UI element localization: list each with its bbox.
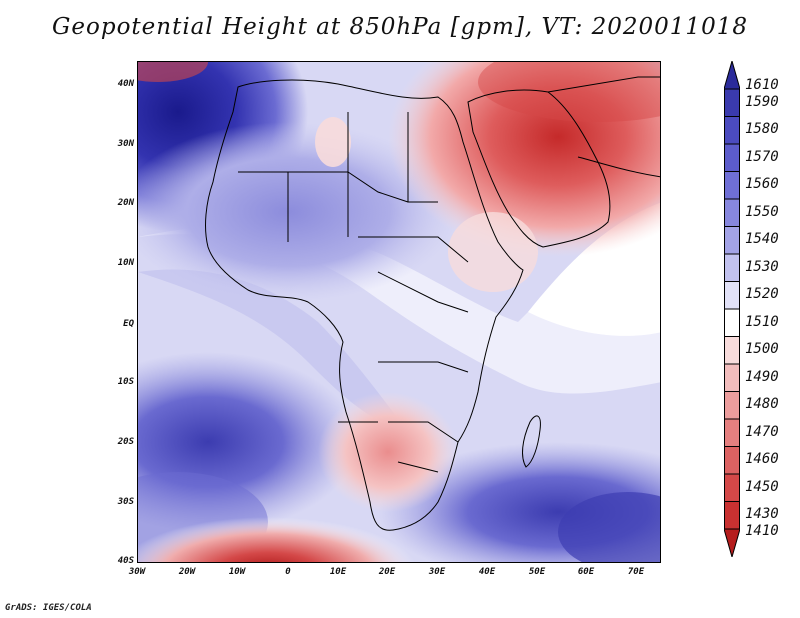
colorbar-cell [724, 418, 740, 447]
lon-label-20e: 20E [378, 567, 396, 577]
colorbar-label: 1480 [745, 396, 779, 413]
colorbar-graphic [723, 59, 741, 559]
lat-label-20n: 20N [117, 198, 134, 208]
colorbar-label: 1560 [745, 176, 779, 193]
colorbar-cell [724, 143, 740, 172]
lon-label-50e: 50E [528, 567, 546, 577]
lat-label-10s: 10S [117, 377, 134, 387]
colorbar-cell [724, 253, 740, 282]
colorbar [723, 59, 741, 559]
colorbar-cell [724, 116, 740, 145]
colorbar-cell [724, 308, 740, 337]
lat-label-30s: 30S [117, 497, 134, 507]
lon-label-20w: 20W [178, 567, 196, 577]
lon-label-10e: 10E [329, 567, 347, 577]
colorbar-label: 1590 [745, 93, 779, 110]
lon-label-10w: 10W [228, 567, 246, 577]
lon-label-70e: 70E [627, 567, 645, 577]
lon-label-60e: 60E [577, 567, 595, 577]
lon-label-0: 0 [285, 567, 291, 577]
colorbar-cell [724, 281, 740, 310]
colorbar-cell [724, 473, 740, 502]
colorbar-cell [724, 88, 740, 117]
lat-label-40n: 40N [117, 79, 134, 89]
colorbar-label: 1540 [745, 231, 779, 248]
colorbar-cell [724, 501, 740, 530]
colorbar-top-arrow [723, 59, 741, 90]
contour-field [138, 62, 660, 562]
lon-label-30e: 30E [428, 567, 446, 577]
colorbar-label: 1530 [745, 258, 779, 275]
colorbar-label: 1550 [745, 203, 779, 220]
colorbar-label: 1430 [745, 506, 779, 523]
colorbar-label: 1500 [745, 341, 779, 358]
colorbar-bottom-arrow [723, 528, 741, 559]
lat-label-10n: 10N [117, 258, 134, 268]
colorbar-cell [724, 226, 740, 255]
map-title: Geopotential Height at 850hPa [gpm], VT:… [52, 14, 748, 40]
colorbar-label: 1470 [745, 423, 779, 440]
colorbar-label: 1580 [745, 121, 779, 138]
colorbar-cell [724, 391, 740, 420]
colorbar-cell [724, 198, 740, 227]
lon-label-30w: 30W [128, 567, 146, 577]
colorbar-label: 1450 [745, 478, 779, 495]
map-panel[interactable] [137, 61, 661, 563]
colorbar-cell [724, 363, 740, 392]
colorbar-label: 1520 [745, 286, 779, 303]
colorbar-cell [724, 171, 740, 200]
lat-label-20s: 20S [117, 437, 134, 447]
lat-label-30n: 30N [117, 139, 134, 149]
colorbar-label: 1610 [745, 77, 779, 94]
grads-credit: GrADS: IGES/COLA [5, 603, 92, 613]
lon-label-40e: 40E [478, 567, 496, 577]
colorbar-label: 1460 [745, 451, 779, 468]
colorbar-label: 1570 [745, 148, 779, 165]
colorbar-label: 1410 [745, 522, 779, 539]
lat-label-eq: EQ [123, 319, 134, 329]
coastlines [205, 76, 660, 531]
colorbar-cell [724, 446, 740, 475]
colorbar-label: 1490 [745, 368, 779, 385]
colorbar-label: 1510 [745, 313, 779, 330]
lat-label-40s: 40S [117, 556, 134, 566]
colorbar-cell [724, 336, 740, 365]
